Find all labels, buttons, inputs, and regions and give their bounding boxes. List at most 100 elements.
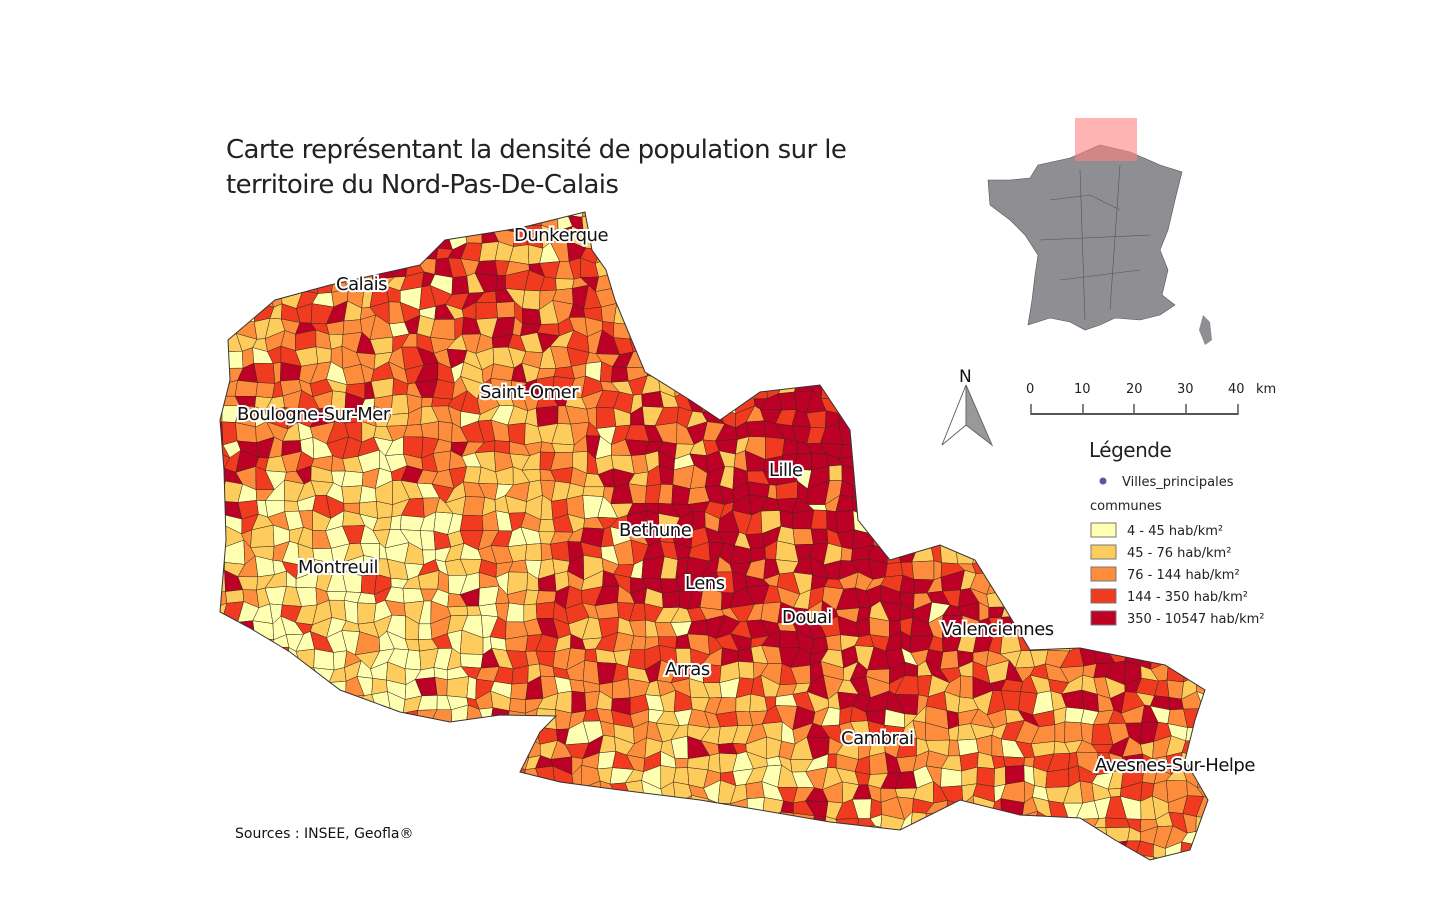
- commune-polygon: [438, 421, 453, 443]
- commune-polygon: [895, 842, 917, 860]
- commune-polygon: [1247, 488, 1263, 504]
- commune-polygon: [510, 682, 529, 700]
- commune-polygon: [267, 661, 288, 684]
- commune-polygon: [626, 225, 647, 246]
- commune-polygon: [221, 826, 244, 845]
- commune-polygon: [842, 226, 859, 247]
- commune-polygon: [914, 300, 929, 319]
- commune-polygon: [329, 876, 347, 892]
- commune-polygon: [511, 766, 526, 789]
- commune-polygon: [1075, 396, 1101, 413]
- commune-polygon: [655, 290, 675, 308]
- commune-polygon: [1077, 364, 1098, 384]
- commune-polygon: [717, 332, 739, 348]
- commune-polygon: [401, 796, 421, 818]
- commune-polygon: [655, 230, 676, 248]
- commune-polygon: [970, 303, 991, 325]
- commune-polygon: [298, 842, 316, 860]
- commune-polygon: [746, 876, 761, 890]
- commune-polygon: [662, 346, 679, 364]
- commune-polygon: [253, 752, 275, 773]
- commune-polygon: [477, 863, 497, 875]
- commune-polygon: [452, 839, 469, 860]
- commune-polygon: [957, 812, 978, 835]
- commune-polygon: [912, 285, 931, 303]
- commune-polygon: [720, 255, 733, 277]
- commune-polygon: [854, 855, 874, 860]
- commune-polygon: [511, 787, 530, 804]
- commune-polygon: [1015, 605, 1036, 618]
- scale-tick-30: 30: [1177, 382, 1194, 397]
- commune-polygon: [1218, 649, 1233, 666]
- commune-polygon: [280, 273, 303, 291]
- commune-polygon: [761, 331, 779, 355]
- commune-polygon: [687, 226, 708, 249]
- commune-polygon: [480, 809, 498, 833]
- commune-polygon: [273, 862, 289, 875]
- commune-polygon: [509, 830, 529, 847]
- commune-polygon: [1183, 496, 1205, 516]
- commune-polygon: [329, 861, 347, 879]
- commune-polygon: [402, 710, 419, 726]
- commune-polygon: [826, 841, 844, 860]
- commune-polygon: [971, 368, 995, 384]
- commune-polygon: [1045, 554, 1069, 580]
- commune-polygon: [988, 450, 1005, 476]
- commune-polygon: [1007, 351, 1021, 367]
- commune-polygon: [826, 255, 840, 274]
- commune-polygon: [1032, 513, 1052, 530]
- commune-polygon: [887, 540, 902, 564]
- commune-polygon: [315, 858, 334, 860]
- commune-polygon: [1033, 498, 1055, 517]
- commune-polygon: [1167, 228, 1189, 246]
- commune-polygon: [1171, 304, 1191, 324]
- commune-polygon: [854, 455, 875, 473]
- commune-polygon: [400, 874, 423, 894]
- commune-polygon: [249, 840, 274, 860]
- commune-polygon: [1035, 855, 1055, 860]
- commune-polygon: [1006, 826, 1021, 850]
- commune-polygon: [1210, 332, 1227, 352]
- commune-polygon: [679, 875, 695, 894]
- commune-polygon: [374, 707, 394, 729]
- commune-polygon: [1186, 285, 1200, 307]
- commune-polygon: [896, 514, 916, 527]
- commune-polygon: [252, 875, 274, 892]
- commune-polygon: [550, 541, 571, 562]
- commune-polygon: [1152, 376, 1174, 396]
- commune-polygon: [897, 413, 917, 429]
- commune-polygon: [810, 315, 827, 337]
- commune-polygon: [1244, 288, 1263, 305]
- commune-polygon: [684, 262, 710, 279]
- commune-polygon: [654, 318, 677, 339]
- commune-polygon: [779, 362, 799, 383]
- commune-polygon: [1227, 318, 1249, 335]
- commune-polygon: [460, 871, 483, 892]
- commune-polygon: [835, 347, 857, 369]
- commune-polygon: [761, 797, 784, 820]
- commune-polygon: [444, 215, 469, 227]
- commune-polygon: [943, 841, 964, 860]
- commune-polygon: [1243, 857, 1264, 878]
- commune-polygon: [639, 289, 663, 306]
- commune-polygon: [1091, 396, 1112, 413]
- commune-polygon: [524, 543, 542, 561]
- commune-polygon: [220, 779, 225, 799]
- commune-polygon: [610, 272, 627, 288]
- commune-polygon: [453, 740, 467, 759]
- commune-polygon: [1194, 661, 1208, 685]
- commune-polygon: [284, 254, 304, 275]
- commune-polygon: [1245, 724, 1262, 743]
- commune-polygon: [1213, 293, 1231, 305]
- commune-polygon: [356, 739, 374, 758]
- commune-polygon: [346, 212, 365, 215]
- commune-polygon: [884, 562, 904, 578]
- commune-polygon: [776, 346, 800, 369]
- commune-polygon: [928, 227, 951, 249]
- commune-polygon: [957, 845, 979, 859]
- city-label-boulogne: Boulogne-Sur-Mer: [237, 404, 391, 425]
- commune-polygon: [241, 212, 258, 220]
- commune-polygon: [661, 591, 681, 609]
- commune-polygon: [552, 858, 569, 860]
- commune-polygon: [985, 329, 1011, 354]
